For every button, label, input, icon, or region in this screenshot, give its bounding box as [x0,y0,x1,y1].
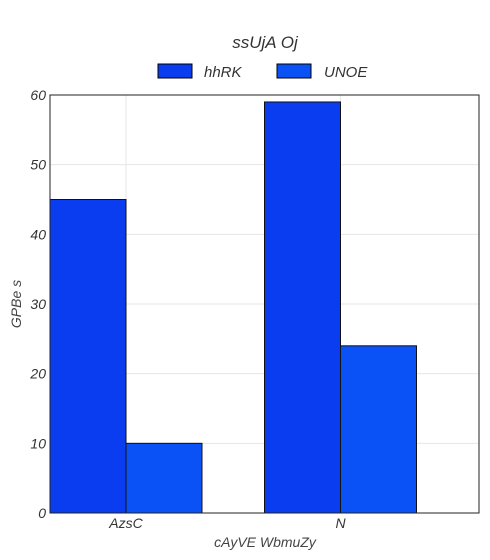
bar-hhrk-n [264,101,341,514]
x-tick-label: N [335,515,346,531]
bars [49,101,417,514]
x-axis-label: cAyVE WbmuZy [214,534,317,550]
legend-swatch-hhrk [157,63,193,79]
y-tick-label: 40 [30,226,46,242]
x-tick-label: AzsC [108,515,143,531]
legend-label-unoe: UNOE [324,64,368,81]
y-tick-label: 60 [30,87,46,103]
x-axis-ticks: AzsC N [108,515,346,531]
bar-hhrk-azsc [49,199,127,514]
chart-title: ssUjA Oj [232,33,299,52]
y-tick-label: 50 [30,157,46,173]
y-tick-label: 20 [29,366,46,382]
y-axis-ticks: 0 10 20 30 40 50 60 [29,87,46,521]
legend: hhRK UNOE [157,63,368,81]
y-tick-label: 0 [38,505,46,521]
legend-swatch-unoe [276,63,312,79]
bar-unoe-azsc [125,442,203,514]
y-tick-label: 30 [30,296,46,312]
legend-label-hhrk: hhRK [204,64,243,81]
y-tick-label: 10 [30,435,46,451]
plot-area-frame [49,94,480,514]
y-axis-label: GPBe s [8,280,24,328]
bar-unoe-n [340,345,417,514]
